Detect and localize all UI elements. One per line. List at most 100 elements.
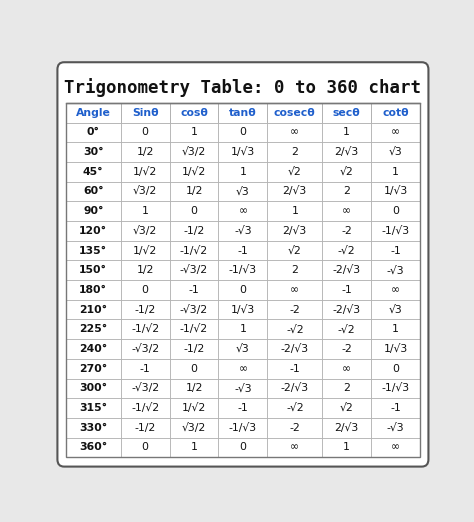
Bar	[170, 378, 219, 398]
Text: -1/√3: -1/√3	[229, 423, 257, 433]
Bar	[322, 241, 371, 260]
Text: -2: -2	[341, 226, 352, 236]
Bar	[170, 142, 219, 162]
Text: 90°: 90°	[83, 206, 103, 216]
Bar	[219, 162, 267, 182]
Bar	[219, 359, 267, 378]
Text: -2/√3: -2/√3	[333, 265, 361, 275]
Text: -1/2: -1/2	[183, 344, 205, 354]
Bar	[170, 319, 219, 339]
Text: √2: √2	[340, 167, 354, 177]
Bar	[219, 280, 267, 300]
Bar	[322, 103, 371, 123]
Text: ∞: ∞	[391, 443, 400, 453]
Text: 1: 1	[191, 127, 198, 137]
Bar	[170, 339, 219, 359]
Text: 1/√3: 1/√3	[383, 186, 408, 196]
Text: cosθ: cosθ	[180, 108, 208, 117]
Text: 1/√3: 1/√3	[383, 344, 408, 354]
Bar	[66, 142, 121, 162]
Text: √2: √2	[288, 245, 301, 256]
Text: ∞: ∞	[238, 364, 247, 374]
Bar	[66, 260, 121, 280]
Text: -1/√2: -1/√2	[131, 403, 159, 413]
Text: 360°: 360°	[79, 443, 108, 453]
Bar	[371, 378, 420, 398]
Bar	[170, 359, 219, 378]
Bar	[170, 201, 219, 221]
Text: 135°: 135°	[79, 245, 107, 256]
Bar	[371, 339, 420, 359]
Text: 30°: 30°	[83, 147, 104, 157]
Bar	[170, 241, 219, 260]
Bar	[322, 221, 371, 241]
Text: 0: 0	[239, 285, 246, 295]
Text: -1/√2: -1/√2	[180, 245, 208, 256]
Bar	[219, 123, 267, 142]
Bar	[371, 319, 420, 339]
Bar	[121, 280, 170, 300]
Bar	[267, 123, 322, 142]
Text: √2: √2	[288, 167, 301, 177]
Text: 2/√3: 2/√3	[283, 186, 307, 196]
Text: -√3/2: -√3/2	[131, 384, 159, 394]
Text: -√2: -√2	[338, 324, 356, 334]
Bar	[322, 398, 371, 418]
Text: 2/√3: 2/√3	[335, 147, 359, 157]
Bar	[170, 260, 219, 280]
Bar	[371, 260, 420, 280]
Text: ∞: ∞	[290, 127, 299, 137]
Text: √3/2: √3/2	[133, 186, 157, 196]
Text: 2: 2	[343, 384, 350, 394]
Bar	[66, 359, 121, 378]
Text: 1: 1	[392, 167, 399, 177]
Bar	[66, 103, 121, 123]
Bar	[322, 319, 371, 339]
Bar	[267, 300, 322, 319]
Bar	[66, 241, 121, 260]
Bar	[219, 182, 267, 201]
Text: 0: 0	[191, 364, 198, 374]
Bar	[219, 241, 267, 260]
Text: -√3/2: -√3/2	[180, 265, 208, 275]
Text: 1/√3: 1/√3	[231, 305, 255, 315]
Text: 1: 1	[343, 443, 350, 453]
Text: Sinθ: Sinθ	[132, 108, 158, 117]
Text: 1: 1	[392, 324, 399, 334]
Text: Trigonometry Table: 0 to 360 chart: Trigonometry Table: 0 to 360 chart	[64, 78, 421, 97]
Text: -1: -1	[237, 403, 248, 413]
Bar	[371, 300, 420, 319]
Bar	[121, 398, 170, 418]
Bar	[322, 300, 371, 319]
Bar	[66, 437, 121, 457]
Text: 2: 2	[292, 147, 298, 157]
Text: -1/√2: -1/√2	[131, 324, 159, 334]
Bar	[219, 319, 267, 339]
Bar	[371, 398, 420, 418]
Text: 315°: 315°	[79, 403, 107, 413]
Bar	[121, 260, 170, 280]
Text: ∞: ∞	[342, 206, 351, 216]
Text: 1: 1	[239, 167, 246, 177]
Text: 240°: 240°	[79, 344, 108, 354]
Bar	[170, 221, 219, 241]
Text: -√3: -√3	[387, 265, 404, 275]
Bar	[371, 182, 420, 201]
Bar	[371, 123, 420, 142]
Bar	[66, 123, 121, 142]
Bar	[267, 398, 322, 418]
Text: √3/2: √3/2	[182, 147, 206, 157]
Text: -√3/2: -√3/2	[180, 305, 208, 315]
Bar	[121, 359, 170, 378]
Bar	[371, 221, 420, 241]
Bar	[267, 182, 322, 201]
Text: 1/2: 1/2	[137, 147, 154, 157]
Bar	[322, 182, 371, 201]
Bar	[219, 418, 267, 437]
Text: √3/2: √3/2	[133, 226, 157, 236]
Bar	[219, 300, 267, 319]
Text: 1: 1	[292, 206, 298, 216]
Bar	[322, 359, 371, 378]
Bar	[371, 280, 420, 300]
Text: ∞: ∞	[290, 443, 299, 453]
